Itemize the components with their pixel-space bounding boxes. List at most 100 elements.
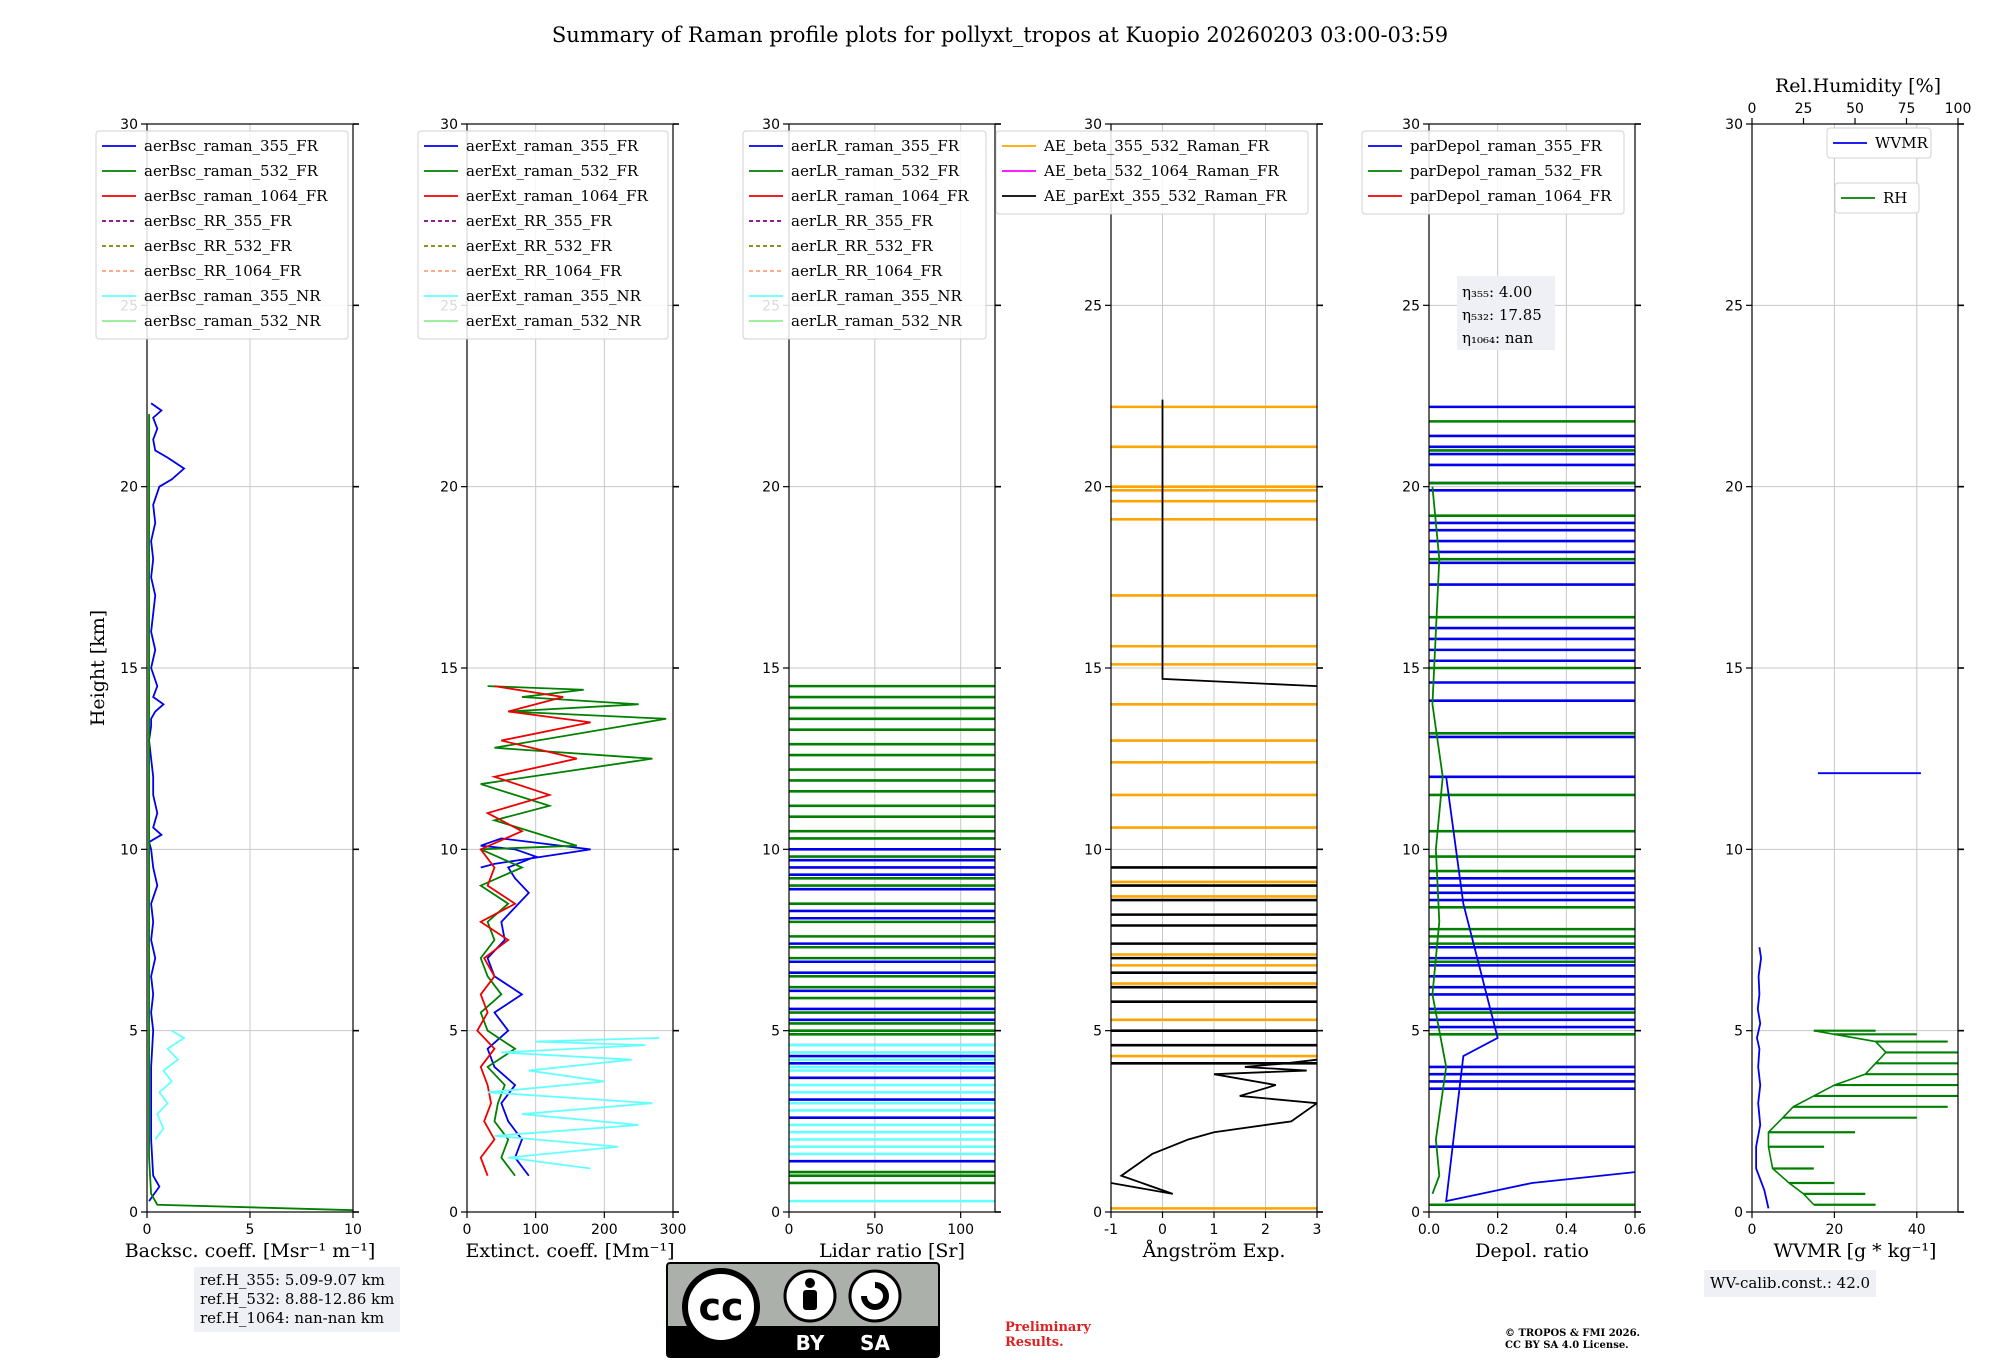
top-x-axis-label: Rel.Humidity [%] — [1775, 75, 1941, 97]
legend-label: aerExt_RR_355_FR — [466, 212, 613, 230]
top-x-tick-label: 75 — [1898, 101, 1916, 117]
legend-label: aerBsc_raman_355_NR — [144, 287, 321, 305]
cc-icon-glyph: cc — [698, 1285, 743, 1329]
series-aerBsc_raman_355_NR — [154, 1029, 186, 1141]
sa-label: SA — [860, 1331, 890, 1355]
legend-label: aerLR_raman_355_NR — [791, 287, 962, 305]
y-tick-label: 0 — [1411, 1205, 1420, 1221]
y-tick-label: 15 — [1402, 661, 1420, 677]
x-tick-label: 0 — [1158, 1222, 1167, 1238]
y-tick-label: 20 — [762, 480, 780, 496]
x-tick-label: 2 — [1261, 1222, 1270, 1238]
sa-share-arc — [861, 1282, 889, 1310]
legend-label: parDepol_raman_355_FR — [1410, 137, 1603, 155]
cc-icon — [682, 1268, 760, 1346]
legend-label: AE_beta_355_532_Raman_FR — [1043, 137, 1270, 155]
y-tick-label: 0 — [771, 1205, 780, 1221]
x-axis-label: Ångström Exp. — [1142, 1240, 1286, 1262]
copyright-line-2: CC BY SA 4.0 License. — [1505, 1340, 1629, 1351]
legend-label: aerLR_RR_355_FR — [791, 212, 933, 230]
x-tick-label: 1 — [1210, 1222, 1219, 1238]
y-tick-label: 15 — [762, 661, 780, 677]
y-tick-label: 30 — [120, 117, 138, 133]
legend-label: aerExt_RR_1064_FR — [466, 262, 622, 280]
plot-area — [476, 685, 667, 1177]
legend: AE_beta_355_532_Raman_FR AE_beta_532_1064… — [995, 130, 1309, 215]
legend-label: AE_parExt_355_532_Raman_FR — [1043, 187, 1288, 205]
x-tick-label: 10 — [344, 1222, 362, 1238]
panel-depol: 0 5 10 15 20 25 30 0.0 0.2 0.4 0.6 Depol. ratio parD… — [1361, 117, 1646, 1262]
top-x-tick-label: 100 — [1945, 101, 1972, 117]
y-tick-label: 30 — [1725, 117, 1743, 133]
copyright-note: © TROPOS & FMI 2026. CC BY SA 4.0 Licens… — [1505, 1328, 1640, 1352]
legend-box — [1361, 130, 1625, 215]
x-axis-label: WVMR [g * kg⁻¹] — [1774, 1240, 1937, 1262]
legend-label: WVMR — [1875, 134, 1929, 152]
eta-355: η₃₅₅: 4.00 — [1462, 283, 1532, 301]
legend-label: aerExt_raman_355_FR — [466, 137, 639, 155]
legend-label: aerBsc_RR_355_FR — [144, 212, 292, 230]
panels: 0510152025300510Backsc. coeff. [Msr⁻¹ m⁻… — [87, 75, 1971, 1262]
y-tick-label: 15 — [120, 661, 138, 677]
plot-area — [1429, 405, 1635, 1207]
legend-label: RH — [1883, 189, 1907, 207]
x-tick-label: 40 — [1908, 1222, 1926, 1238]
rh-profile — [1767, 1029, 1888, 1206]
x-tick-label: 0 — [143, 1222, 152, 1238]
legend-label: aerLR_RR_532_FR — [791, 237, 933, 255]
x-tick-label: 0.0 — [1418, 1222, 1440, 1238]
legend-box — [1834, 182, 1920, 214]
legend-box — [417, 130, 669, 340]
x-tick-label: 300 — [660, 1222, 687, 1238]
eta-532: η₅₃₂: 17.85 — [1462, 306, 1542, 324]
y-tick-label: 10 — [762, 842, 780, 858]
y-tick-label: 0 — [129, 1205, 138, 1221]
x-tick-label: -1 — [1104, 1222, 1118, 1238]
preliminary-line-2: Results. — [1005, 1335, 1064, 1350]
x-tick-label: 0 — [785, 1222, 794, 1238]
legend: aerExt_raman_355_FR aerExt_raman_532_FRae… — [417, 130, 669, 340]
y-tick-label: 5 — [129, 1024, 138, 1040]
y-tick-label: 20 — [1084, 480, 1102, 496]
y-tick-label: 0 — [1093, 1205, 1102, 1221]
legend-label: aerLR_raman_1064_FR — [791, 187, 969, 205]
y-tick-label: 10 — [440, 842, 458, 858]
series-AE_parExt_355_532_Raman_FR — [1161, 399, 1317, 688]
top-x-tick-label: 0 — [1748, 101, 1757, 117]
series-parDepol_raman_532_FR — [1431, 486, 1448, 1195]
sa-share-icon — [848, 1269, 902, 1323]
series-parDepol_raman_355_FR — [1445, 776, 1635, 1203]
x-tick-label: 200 — [591, 1222, 618, 1238]
wv-calibration-box: WV-calib.const.: 42.0 — [1704, 1270, 1877, 1297]
cc-by-sa-logo: cc BY SA — [666, 1262, 940, 1358]
y-axis-label: Height [km] — [87, 610, 109, 726]
y-tick-label: 10 — [1402, 842, 1420, 858]
y-tick-label: 30 — [762, 117, 780, 133]
plot-area — [148, 402, 353, 1212]
y-tick-label: 0 — [449, 1205, 458, 1221]
x-axis-label: Lidar ratio [Sr] — [819, 1240, 965, 1262]
y-tick-label: 20 — [120, 480, 138, 496]
x-tick-label: 0 — [463, 1222, 472, 1238]
by-person-body — [803, 1290, 817, 1310]
panel-lr: 051015202530050100Lidar ratio [Sr]aerLR_… — [742, 117, 1001, 1262]
by-label: BY — [796, 1331, 825, 1355]
legend-label: aerExt_RR_532_FR — [466, 237, 613, 255]
y-tick-label: 5 — [771, 1024, 780, 1040]
eta-box — [1457, 276, 1555, 350]
y-tick-label: 20 — [1725, 480, 1743, 496]
legend: WVMR RH — [1826, 127, 1932, 214]
legend: aerBsc_raman_355_FR aerBsc_raman_532_FRae… — [95, 130, 349, 340]
y-tick-label: 25 — [1725, 298, 1743, 314]
x-axis-label: Depol. ratio — [1475, 1240, 1589, 1262]
series-WVMR — [1755, 947, 1770, 1209]
legend-label: aerBsc_raman_532_FR — [144, 162, 319, 180]
legend: parDepol_raman_355_FR parDepol_raman_532_… — [1361, 130, 1625, 215]
ref-h-355: ref.H_355: 5.09-9.07 km — [200, 1271, 385, 1289]
legend-label: aerBsc_raman_1064_FR — [144, 187, 328, 205]
plot-area — [1111, 399, 1317, 1210]
y-tick-label: 15 — [1084, 661, 1102, 677]
y-tick-label: 30 — [440, 117, 458, 133]
x-tick-label: 100 — [522, 1222, 549, 1238]
